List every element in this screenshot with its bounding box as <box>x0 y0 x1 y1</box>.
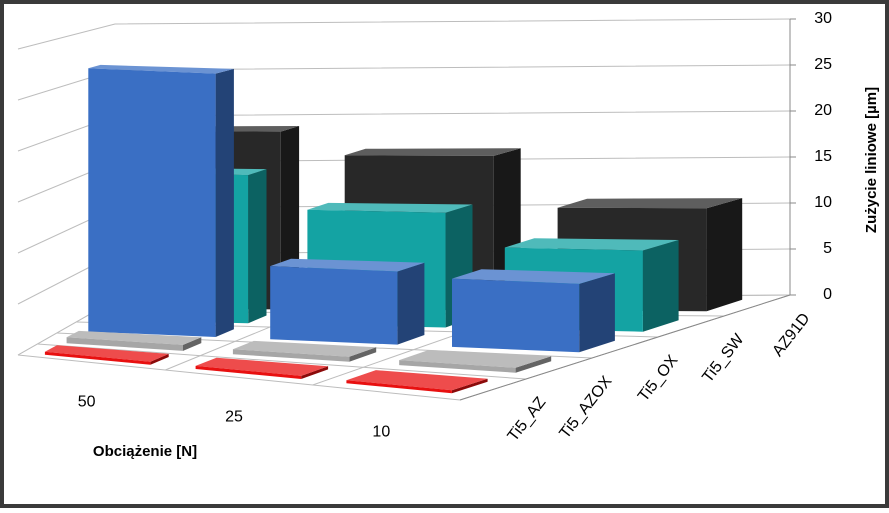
bar-side <box>349 347 377 362</box>
bar-top <box>270 258 425 272</box>
bar-top <box>88 64 234 74</box>
bar-side <box>515 356 552 373</box>
bar-side <box>215 68 234 338</box>
bar <box>88 68 216 338</box>
bar <box>44 351 151 365</box>
y-tick-label: 10 <box>814 194 832 211</box>
x-tick-label: 10 <box>372 424 390 441</box>
floor-line <box>17 354 461 401</box>
x-tick-label: 50 <box>78 394 96 411</box>
bar <box>195 365 302 379</box>
bar-side <box>397 262 425 345</box>
bar-top <box>66 330 202 345</box>
x-tick-label: 25 <box>225 409 243 426</box>
bar-top <box>399 350 552 368</box>
y-tick-label: 20 <box>814 102 832 119</box>
bar-top <box>307 202 473 213</box>
bar-side <box>248 169 267 324</box>
bar-top <box>557 198 743 209</box>
bar-top <box>452 269 615 284</box>
bar <box>399 360 516 373</box>
bar-side <box>706 198 743 312</box>
bar <box>346 380 452 394</box>
bar-side <box>183 337 202 351</box>
bar <box>270 266 398 345</box>
bar-top <box>44 345 169 362</box>
floor-line <box>37 343 527 380</box>
bar-top <box>232 340 377 357</box>
x-axis-title: Obciążenie [N] <box>93 443 197 460</box>
bar-side <box>642 240 679 332</box>
bar-side <box>451 378 488 394</box>
bar-top <box>346 370 488 391</box>
grid-line <box>17 18 791 50</box>
y-axis-title: Zużycie liniowe [µm] <box>863 87 880 233</box>
axis-line <box>459 294 791 401</box>
bar <box>452 278 580 353</box>
bar-side <box>579 273 615 353</box>
y-tick-label: 30 <box>814 10 832 27</box>
bar <box>232 349 350 362</box>
bar-top <box>344 148 521 156</box>
y-tick-label: 0 <box>823 286 832 303</box>
y-tick-label: 25 <box>814 56 832 73</box>
bar <box>66 337 183 351</box>
y-tick-label: 15 <box>814 148 832 165</box>
y-tick-label: 5 <box>823 240 832 257</box>
bar-top <box>195 357 329 376</box>
bar-side <box>301 366 329 379</box>
bar-top <box>504 238 679 251</box>
bar-side <box>150 353 169 365</box>
